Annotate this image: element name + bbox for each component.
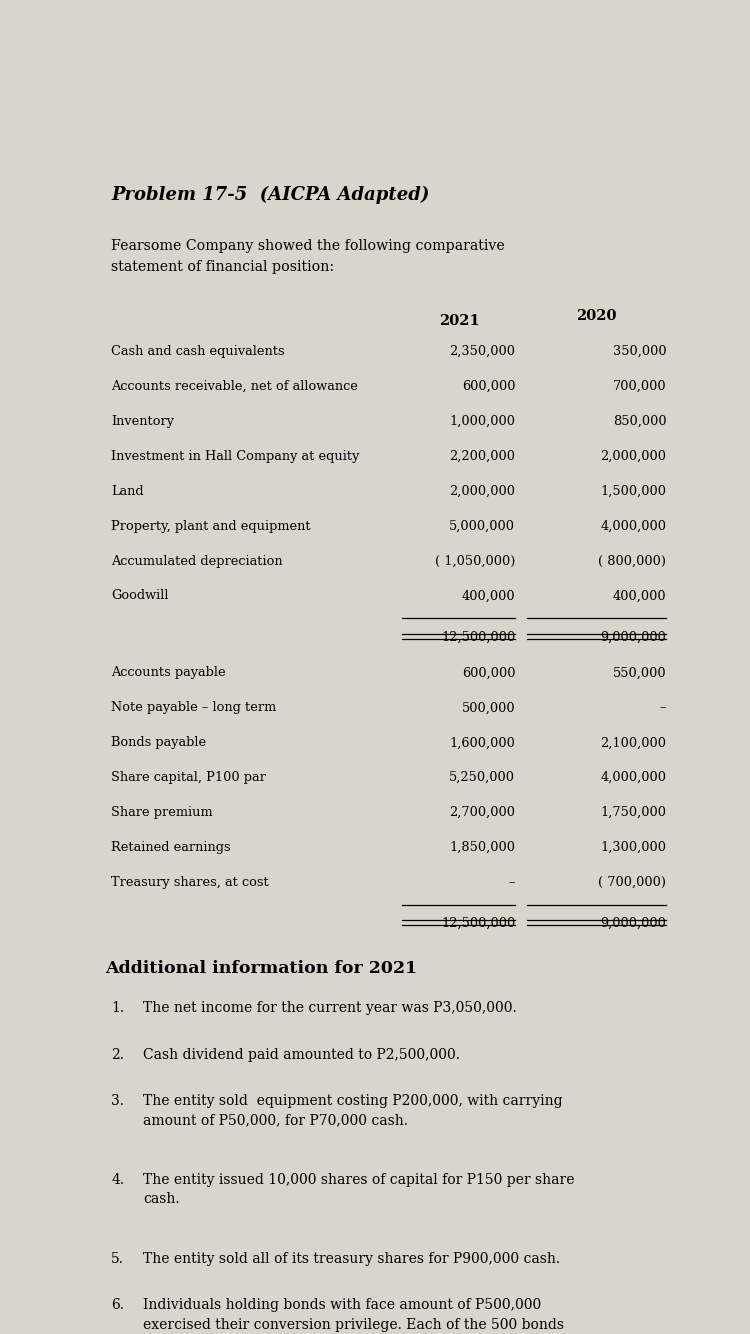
Text: Retained earnings: Retained earnings: [111, 842, 231, 854]
Text: 1.: 1.: [111, 1002, 125, 1015]
Text: 2,200,000: 2,200,000: [449, 450, 515, 463]
Text: 6.: 6.: [111, 1298, 125, 1313]
Text: Bonds payable: Bonds payable: [111, 736, 206, 750]
Text: Accumulated depreciation: Accumulated depreciation: [111, 555, 283, 567]
Text: 1,850,000: 1,850,000: [449, 842, 515, 854]
Text: 500,000: 500,000: [461, 702, 515, 715]
Text: 1,500,000: 1,500,000: [600, 484, 666, 498]
Text: 12,500,000: 12,500,000: [441, 916, 515, 930]
Text: 2021: 2021: [440, 313, 480, 328]
Text: 1,600,000: 1,600,000: [449, 736, 515, 750]
Text: ( 800,000): ( 800,000): [598, 555, 666, 567]
Text: –: –: [509, 876, 515, 888]
Text: The entity sold  equipment costing P200,000, with carrying
amount of P50,000, fo: The entity sold equipment costing P200,0…: [143, 1094, 562, 1127]
Text: 400,000: 400,000: [461, 590, 515, 603]
Text: 700,000: 700,000: [613, 380, 666, 394]
Text: ( 700,000): ( 700,000): [598, 876, 666, 888]
Text: 2,100,000: 2,100,000: [600, 736, 666, 750]
Text: Note payable – long term: Note payable – long term: [111, 702, 277, 715]
Text: 4.: 4.: [111, 1173, 125, 1187]
Text: Problem 17-5  (AICPA Adapted): Problem 17-5 (AICPA Adapted): [111, 185, 430, 204]
Text: Cash dividend paid amounted to P2,500,000.: Cash dividend paid amounted to P2,500,00…: [143, 1047, 460, 1062]
Text: 400,000: 400,000: [613, 590, 666, 603]
Text: 5,000,000: 5,000,000: [449, 520, 515, 532]
Text: The net income for the current year was P3,050,000.: The net income for the current year was …: [143, 1002, 517, 1015]
Text: 1,750,000: 1,750,000: [600, 806, 666, 819]
Text: Investment in Hall Company at equity: Investment in Hall Company at equity: [111, 450, 359, 463]
Text: 1,300,000: 1,300,000: [600, 842, 666, 854]
Text: 850,000: 850,000: [613, 415, 666, 428]
Text: 2.: 2.: [111, 1047, 125, 1062]
Text: 2,700,000: 2,700,000: [449, 806, 515, 819]
Text: Accounts receivable, net of allowance: Accounts receivable, net of allowance: [111, 380, 358, 394]
Text: Treasury shares, at cost: Treasury shares, at cost: [111, 876, 269, 888]
Text: Goodwill: Goodwill: [111, 590, 169, 603]
Text: 1,000,000: 1,000,000: [449, 415, 515, 428]
Text: 2020: 2020: [576, 309, 616, 323]
Text: Additional information for 2021: Additional information for 2021: [105, 960, 418, 978]
Text: 550,000: 550,000: [613, 667, 666, 679]
Text: 12,500,000: 12,500,000: [441, 631, 515, 643]
Text: Share capital, P100 par: Share capital, P100 par: [111, 771, 266, 784]
Text: 600,000: 600,000: [462, 667, 515, 679]
Text: 2,350,000: 2,350,000: [449, 346, 515, 358]
Text: 2,000,000: 2,000,000: [449, 484, 515, 498]
Text: Individuals holding bonds with face amount of P500,000
exercised their conversio: Individuals holding bonds with face amou…: [143, 1298, 564, 1334]
Text: 4,000,000: 4,000,000: [600, 520, 666, 532]
Text: 2,000,000: 2,000,000: [600, 450, 666, 463]
Text: –: –: [660, 702, 666, 715]
Text: Property, plant and equipment: Property, plant and equipment: [111, 520, 310, 532]
Text: 5,250,000: 5,250,000: [449, 771, 515, 784]
Text: Inventory: Inventory: [111, 415, 174, 428]
Text: 3.: 3.: [111, 1094, 125, 1107]
Text: Cash and cash equivalents: Cash and cash equivalents: [111, 346, 285, 358]
Text: Accounts payable: Accounts payable: [111, 667, 226, 679]
Text: 9,000,000: 9,000,000: [601, 916, 666, 930]
Text: ( 1,050,000): ( 1,050,000): [435, 555, 515, 567]
Text: 350,000: 350,000: [613, 346, 666, 358]
Text: 5.: 5.: [111, 1253, 125, 1266]
Text: The entity issued 10,000 shares of capital for P150 per share
cash.: The entity issued 10,000 shares of capit…: [143, 1173, 574, 1206]
Text: Share premium: Share premium: [111, 806, 213, 819]
Text: Fearsome Company showed the following comparative
statement of financial positio: Fearsome Company showed the following co…: [111, 239, 505, 275]
Text: 9,000,000: 9,000,000: [601, 631, 666, 643]
Text: 4,000,000: 4,000,000: [600, 771, 666, 784]
Text: 600,000: 600,000: [462, 380, 515, 394]
Text: Land: Land: [111, 484, 144, 498]
Text: The entity sold all of its treasury shares for P900,000 cash.: The entity sold all of its treasury shar…: [143, 1253, 560, 1266]
